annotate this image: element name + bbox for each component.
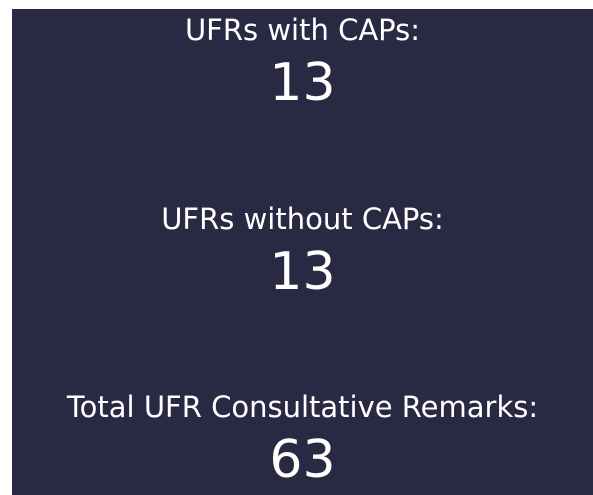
metric-label: UFRs without CAPs:: [161, 202, 444, 236]
metric-label: Total UFR Consultative Remarks:: [66, 390, 539, 424]
metric: UFRs without CAPs: 13: [12, 202, 593, 302]
metric: UFRs with CAPs: 13: [12, 13, 593, 113]
metric-value: 13: [269, 242, 336, 302]
metric: Total UFR Consultative Remarks: 63: [12, 390, 593, 490]
metrics-panel: UFRs with CAPs: 13 UFRs without CAPs: 13 Tot…: [12, 9, 593, 495]
metric-label: UFRs with CAPs:: [184, 13, 421, 47]
metric-value: 13: [269, 53, 336, 113]
metric-value: 63: [269, 430, 336, 490]
